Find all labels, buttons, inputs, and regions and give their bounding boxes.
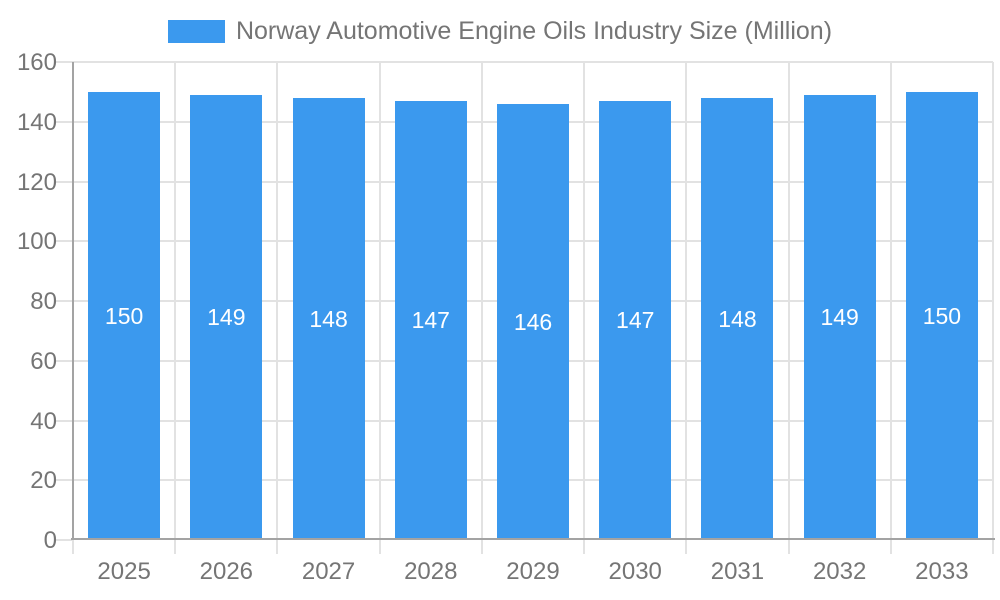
v-gridline: [583, 62, 586, 540]
bar-2029[interactable]: [497, 103, 569, 540]
y-tick-label: 40: [30, 407, 57, 435]
legend-swatch: [167, 19, 225, 43]
bar-2028[interactable]: [394, 100, 467, 540]
legend-label: Norway Automotive Engine Oils Industry S…: [235, 17, 833, 45]
h-gridline: [73, 61, 993, 63]
y-axis-tick: [55, 120, 73, 123]
v-gridline: [174, 62, 177, 540]
bar-value-label: 148: [718, 305, 757, 332]
x-axis-tick: [480, 540, 483, 554]
x-axis-tick: [685, 540, 688, 554]
v-gridline: [480, 62, 483, 540]
x-tick-label: 2029: [506, 558, 560, 585]
legend-item[interactable]: Norway Automotive Engine Oils Industry S…: [0, 17, 1000, 45]
bar-2027[interactable]: [292, 97, 365, 540]
x-tick-label: 2025: [97, 558, 151, 585]
x-tick-label: 2028: [404, 558, 458, 585]
y-axis-tick: [55, 479, 73, 482]
v-gridline: [992, 62, 994, 540]
y-tick-label: 160: [16, 49, 57, 76]
v-gridline: [276, 62, 279, 540]
bar-2032[interactable]: [803, 94, 876, 540]
y-tick-label: 60: [30, 347, 57, 375]
bar-2033[interactable]: [905, 91, 978, 540]
bar-value-label: 149: [820, 304, 859, 331]
y-tick-label: 140: [16, 108, 57, 136]
bar-2025[interactable]: [88, 91, 161, 540]
y-tick-label: 100: [16, 228, 57, 256]
x-tick-label: 2033: [915, 558, 969, 585]
bar-2026[interactable]: [190, 94, 263, 540]
y-axis-tick: [55, 240, 73, 243]
bar-value-label: 150: [104, 302, 144, 329]
x-axis-line: [71, 538, 995, 540]
y-axis-line: [72, 62, 74, 540]
v-gridline: [685, 62, 688, 540]
x-axis-tick: [889, 540, 892, 554]
x-axis-tick: [72, 540, 74, 554]
x-tick-label: 2030: [608, 558, 662, 585]
x-tick-label: 2032: [812, 558, 867, 585]
y-tick-label: 120: [16, 168, 57, 196]
x-tick-label: 2031: [710, 558, 765, 585]
bar-value-label: 148: [309, 305, 348, 332]
x-axis-tick: [276, 540, 279, 554]
v-gridline: [787, 62, 790, 540]
y-tick-label: 20: [30, 467, 57, 495]
bar-2031[interactable]: [701, 97, 774, 540]
bar-value-label: 150: [922, 302, 962, 329]
x-tick-label: 2026: [199, 558, 254, 585]
x-axis-tick: [378, 540, 381, 554]
y-axis-tick: [55, 539, 73, 541]
x-tick-label: 2027: [301, 558, 356, 585]
y-axis-tick: [55, 180, 73, 183]
x-axis-tick: [583, 540, 586, 554]
y-tick-label: 80: [30, 288, 57, 315]
y-axis-tick: [55, 359, 73, 362]
y-tick-label: 0: [43, 527, 57, 554]
bar-value-label: 147: [616, 307, 655, 334]
bar-value-label: 147: [411, 307, 450, 334]
x-axis-tick: [174, 540, 177, 554]
v-gridline: [378, 62, 381, 540]
x-axis-tick: [992, 540, 994, 554]
y-axis-tick: [55, 300, 73, 302]
v-gridline: [889, 62, 892, 540]
bar-value-label: 149: [207, 304, 246, 331]
y-axis-tick: [55, 61, 73, 63]
y-axis-tick: [55, 419, 73, 422]
bar-value-label: 146: [513, 308, 553, 335]
bar-2030[interactable]: [599, 100, 672, 540]
x-axis-tick: [787, 540, 790, 554]
plot-area: 0 20 40 60 80 100 120 140 160 150 2025 149 2026 148 20…: [17, 49, 995, 585]
